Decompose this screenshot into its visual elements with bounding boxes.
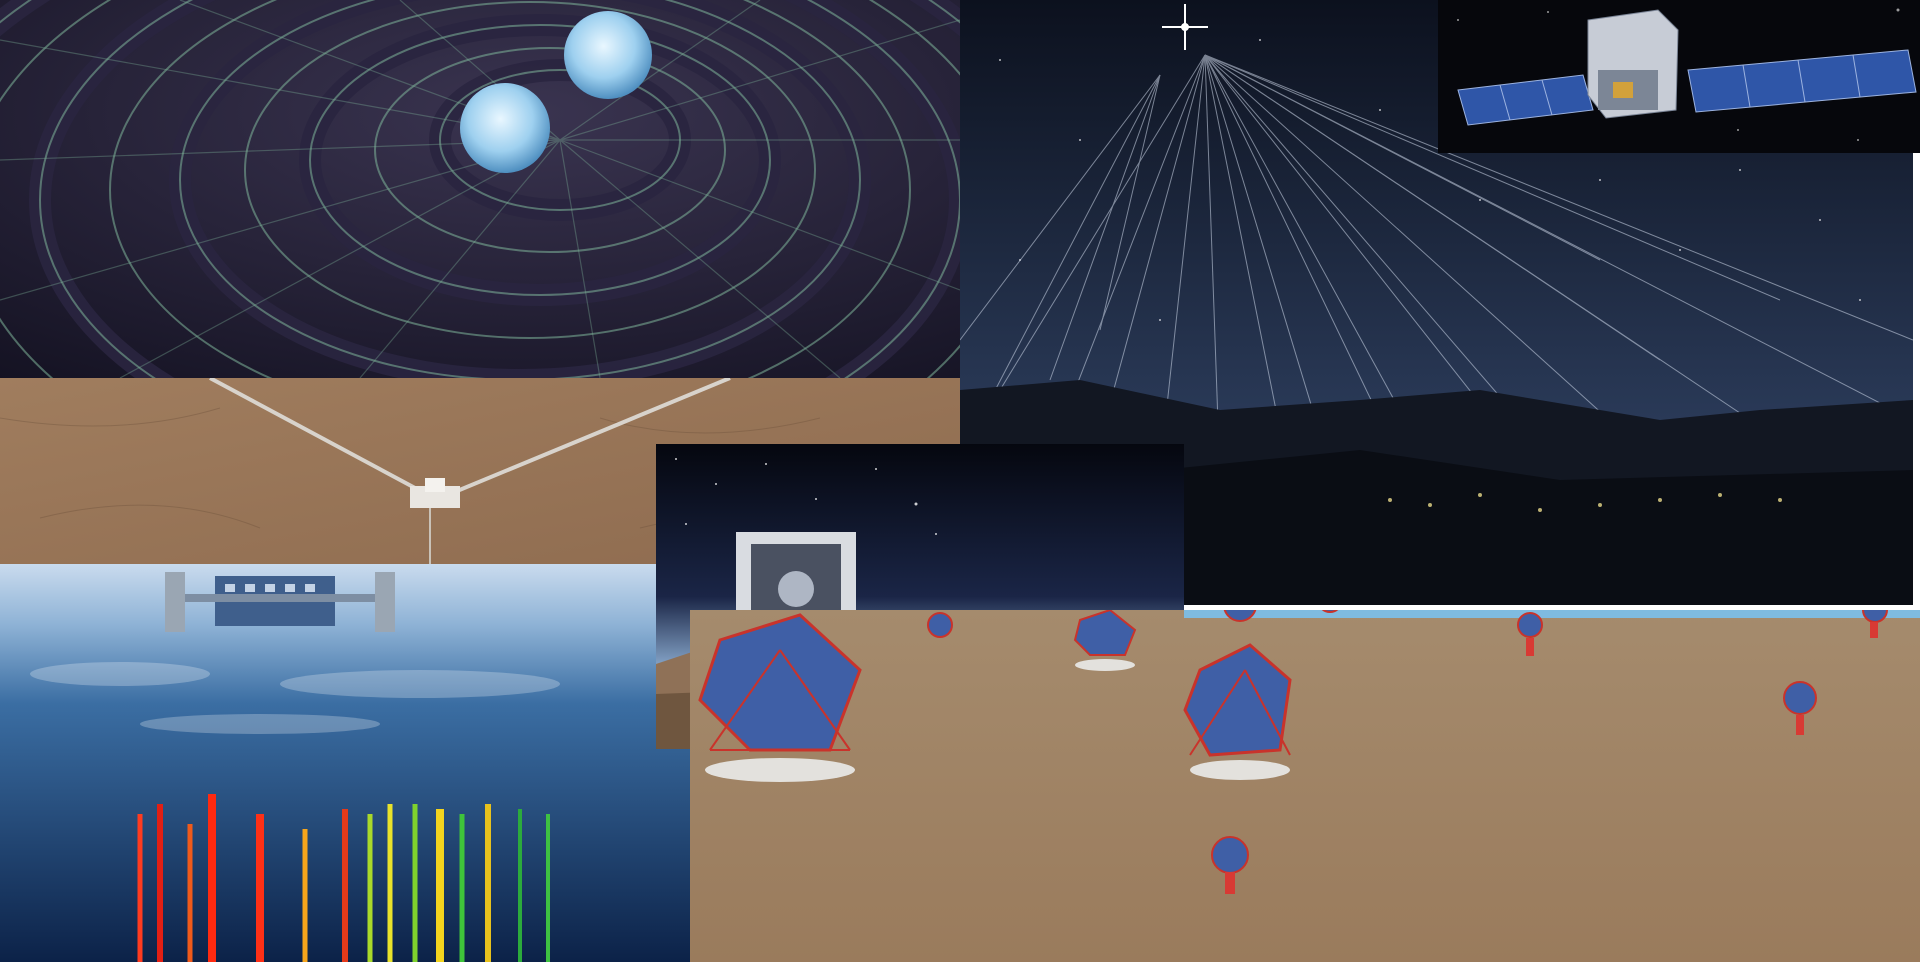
icecube-lab-building: [165, 572, 395, 632]
ligo-corner-station: [410, 478, 460, 508]
cherenkov-array-panel: [690, 610, 1920, 962]
telescope-bases: [1225, 622, 1878, 894]
neutron-star-1: [564, 11, 652, 99]
interferometer-arm-y: [444, 378, 731, 498]
large-telescope-2: [1183, 643, 1292, 780]
neutron-star-2: [460, 83, 550, 173]
gamma-ray-satellite-panel: [1438, 0, 1920, 153]
medium-telescope-1: [1073, 610, 1137, 671]
telescope-array-rendering: [690, 610, 1920, 962]
gravitational-waves-panel: [0, 0, 960, 378]
interferometer-arm-x: [209, 378, 431, 498]
solar-panel-right: [1687, 49, 1917, 113]
neutrino-observatory-panel: [0, 564, 690, 962]
satellite-body: [1587, 9, 1679, 119]
gravitational-waves-illustration: [0, 0, 960, 378]
icecube-illustration: [0, 564, 690, 962]
solar-panel-left: [1457, 74, 1594, 126]
satellite-illustration: [1438, 0, 1920, 153]
sensor-strings: [137, 794, 550, 962]
large-telescope-1: [698, 613, 862, 782]
bright-star: [1162, 4, 1208, 50]
